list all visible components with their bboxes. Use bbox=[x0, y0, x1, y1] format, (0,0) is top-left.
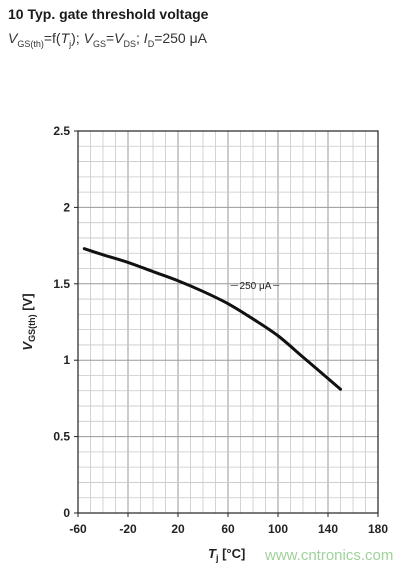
x-tick-label: 180 bbox=[368, 522, 388, 536]
y-tick-label: 1 bbox=[63, 353, 70, 367]
grid bbox=[77, 130, 379, 514]
y-axis-ticks: 0 0.5 1 1.5 2 2.5 bbox=[53, 124, 78, 520]
x-tick-label: 20 bbox=[171, 522, 185, 536]
x-axis-label: Tj [°C] bbox=[208, 546, 245, 563]
y-tick-label: 2.5 bbox=[53, 124, 70, 138]
x-tick-label: -60 bbox=[69, 522, 87, 536]
x-tick-label: 140 bbox=[318, 522, 338, 536]
y-tick-label: 0.5 bbox=[53, 430, 70, 444]
series-line-250ua bbox=[82, 247, 342, 391]
x-tick-label: 100 bbox=[268, 522, 288, 536]
y-axis-label: VGS(th) [V] bbox=[20, 293, 37, 350]
x-tick-label: -20 bbox=[119, 522, 137, 536]
chart-subtitle: VGS(th)=f(Tj); VGS=VDS; ID=250 μA bbox=[8, 30, 208, 49]
y-tick-label: 0 bbox=[63, 506, 70, 520]
y-tick-label: 2 bbox=[63, 200, 70, 214]
y-tick-label: 1.5 bbox=[53, 277, 70, 291]
series-label-250ua: 250 μA bbox=[240, 281, 272, 292]
chart-title: 10 Typ. gate threshold voltage bbox=[8, 6, 209, 22]
x-tick-label: 60 bbox=[221, 522, 235, 536]
x-axis-ticks: -60 -20 20 60 100 140 180 bbox=[69, 513, 388, 536]
watermark: www.cntronics.com bbox=[264, 547, 393, 564]
